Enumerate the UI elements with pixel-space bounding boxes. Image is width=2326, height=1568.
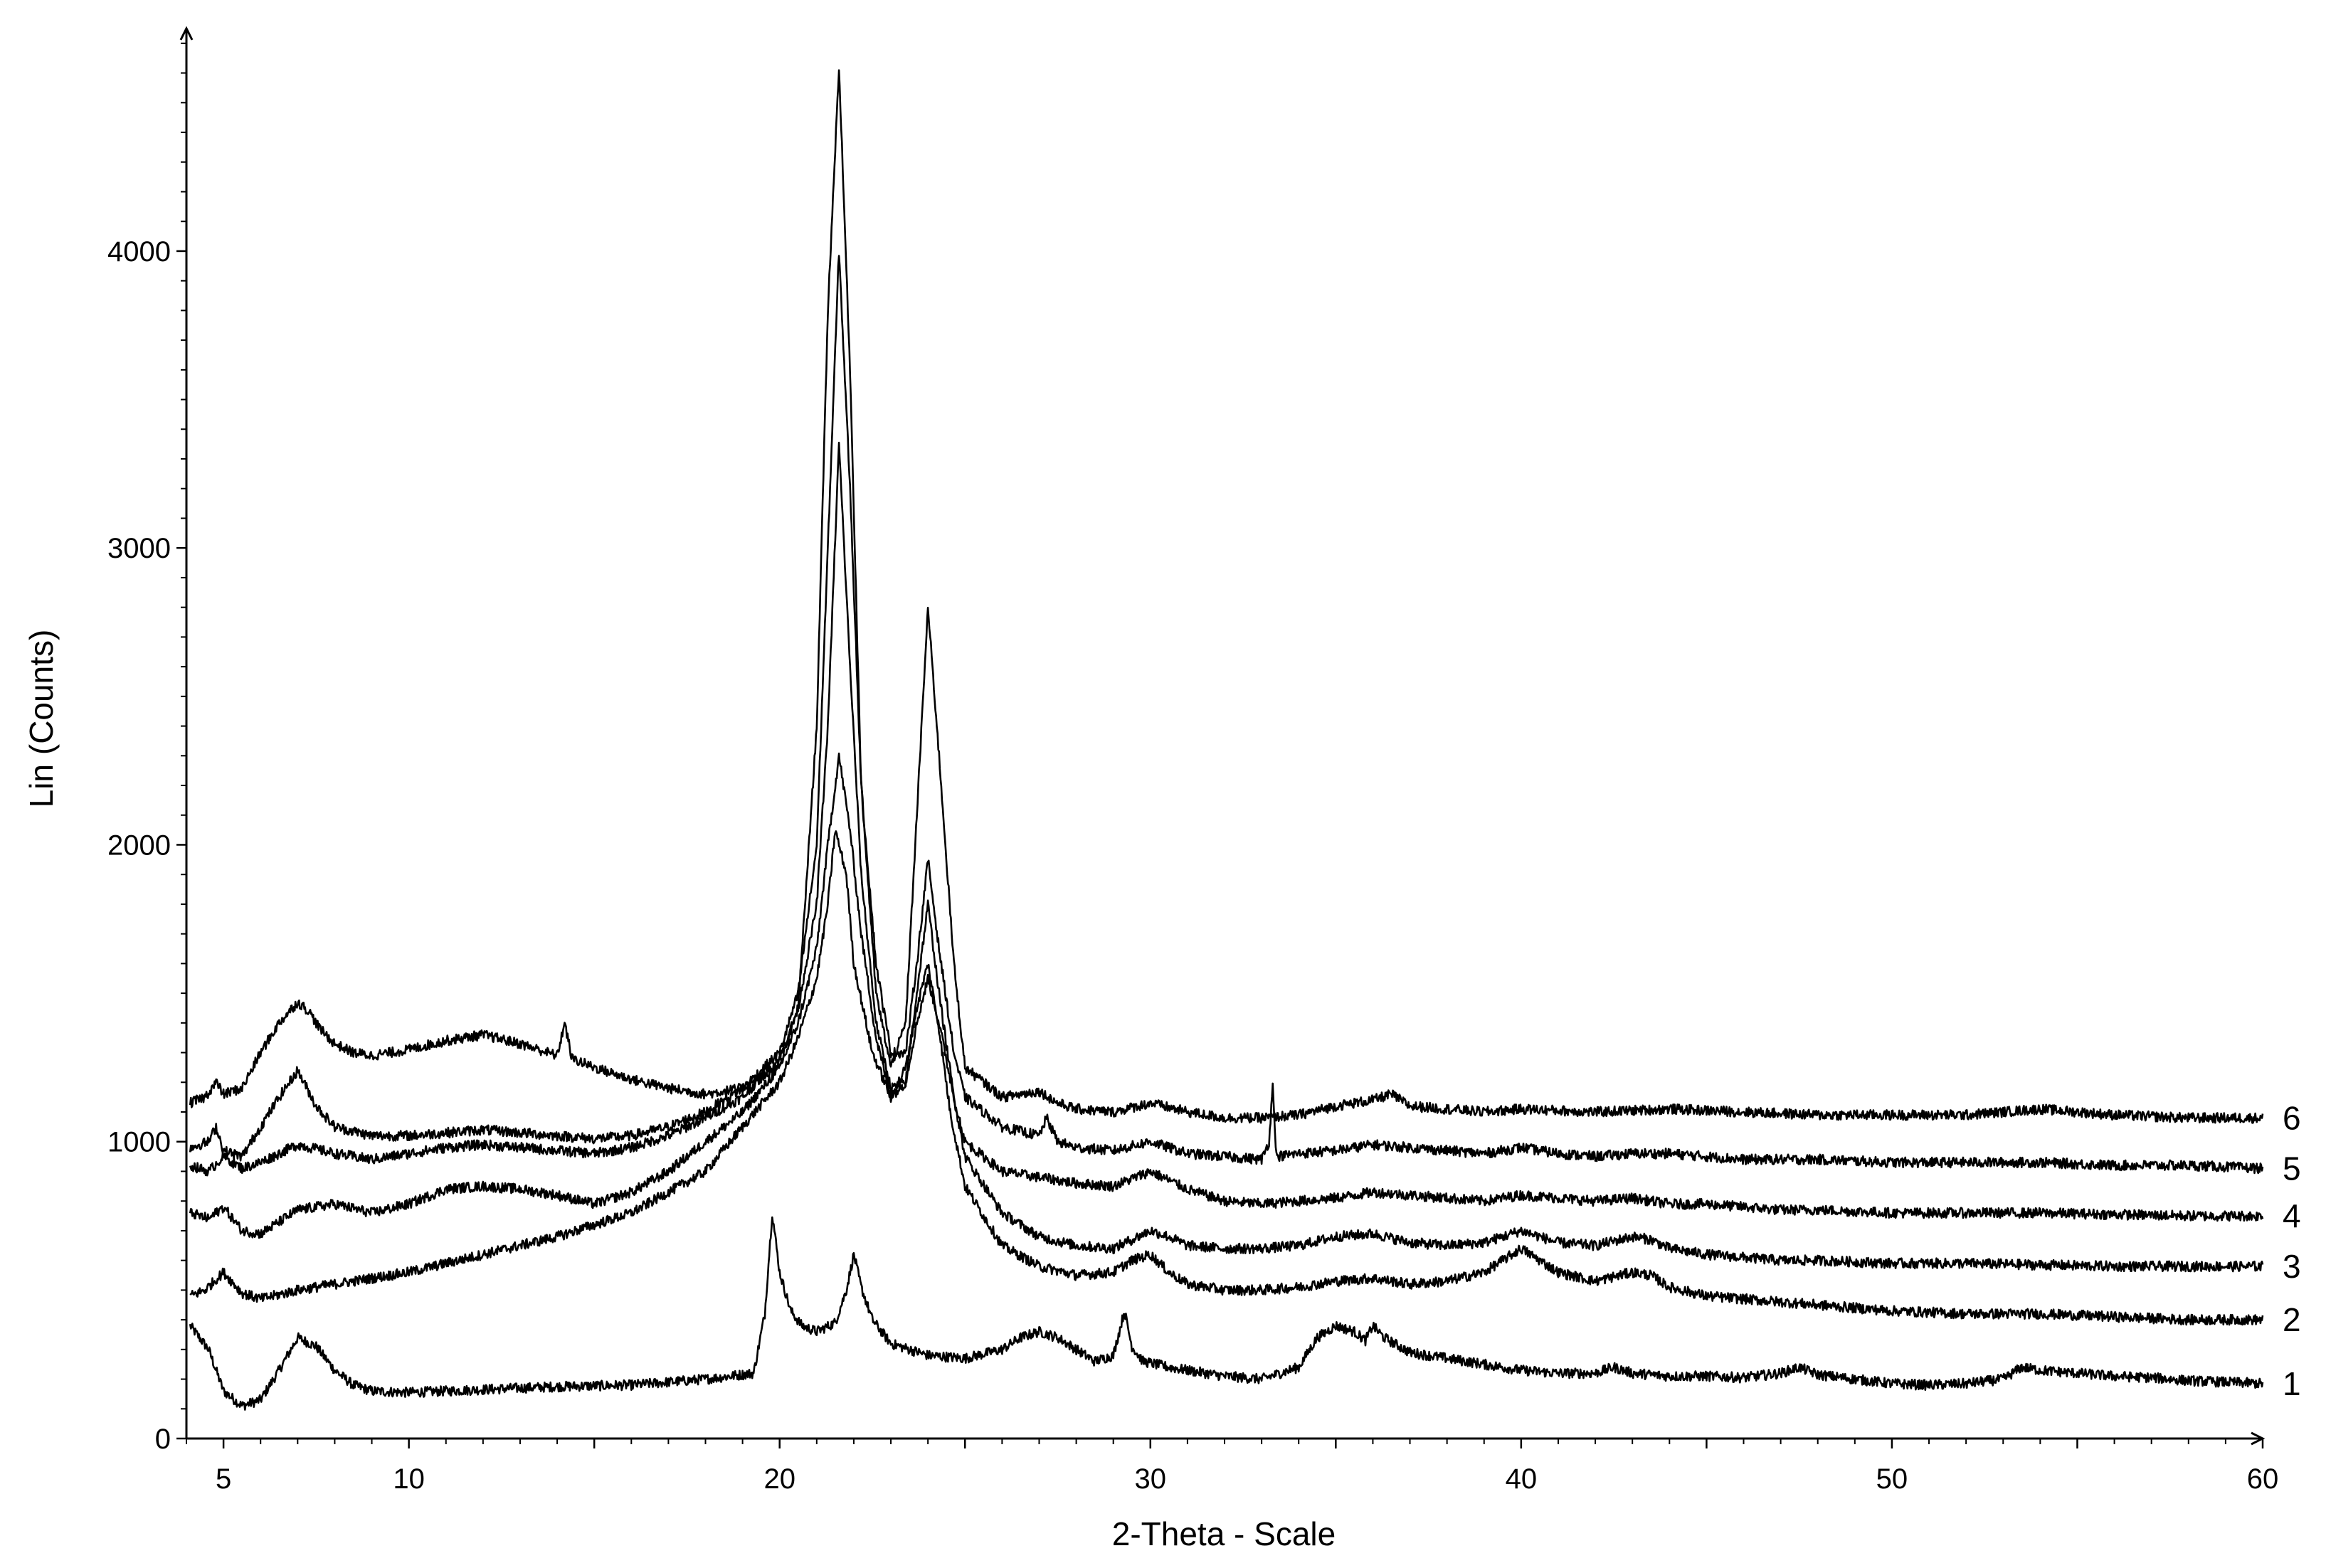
x-tick-label: 20: [763, 1463, 795, 1495]
series-label-4: 4: [2283, 1197, 2301, 1234]
y-tick-label: 2000: [107, 830, 171, 861]
x-tick-label: 30: [1135, 1463, 1167, 1495]
x-tick-label: 40: [1506, 1463, 1538, 1495]
y-axis-title: Lin (Counts): [23, 630, 60, 808]
series-line-2: [189, 830, 2264, 1326]
labels-layer: 0 1000 2000 3000 4000 5 10 20 30 40 50 60 1 2 3 4 5 6: [107, 236, 2301, 1495]
series-label-3: 3: [2283, 1248, 2301, 1285]
axes-layer: [176, 26, 2266, 1448]
series-layer: [189, 69, 2264, 1411]
x-tick-label: 50: [1876, 1463, 1908, 1495]
series-label-6: 6: [2283, 1099, 2301, 1136]
y-tick-label: 0: [155, 1424, 171, 1455]
y-tick-label: 3000: [107, 533, 171, 564]
y-tick-label: 4000: [107, 236, 171, 267]
y-tick-label: 1000: [107, 1127, 171, 1158]
series-line-6: [189, 69, 2264, 1124]
x-tick-label: 5: [216, 1463, 231, 1495]
series-line-4: [189, 441, 2264, 1222]
x-axis-title: 2-Theta - Scale: [1112, 1515, 1336, 1552]
x-tick-label: 10: [393, 1463, 425, 1495]
series-line-1: [189, 1216, 2264, 1411]
series-line-3: [189, 752, 2264, 1273]
series-label-1: 1: [2283, 1365, 2301, 1402]
x-tick-label: 60: [2247, 1463, 2279, 1495]
y-axis-arrow: [179, 26, 194, 41]
series-label-2: 2: [2283, 1301, 2301, 1338]
series-label-5: 5: [2283, 1150, 2301, 1187]
series-line-5: [189, 255, 2264, 1175]
